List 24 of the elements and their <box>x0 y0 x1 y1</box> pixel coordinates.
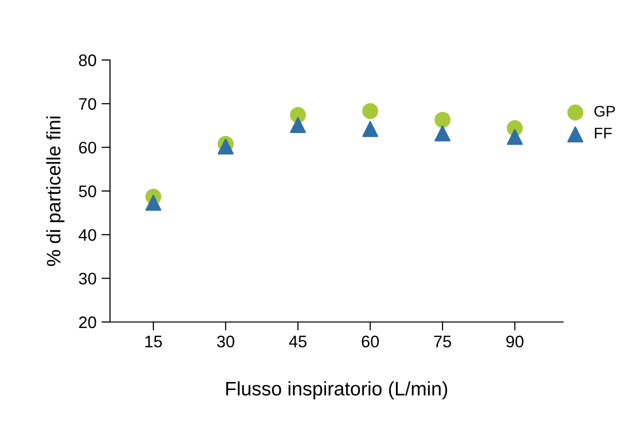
y-tick-label: 70 <box>79 98 96 110</box>
point <box>434 125 450 142</box>
point <box>145 194 162 211</box>
point <box>290 117 306 134</box>
x-axis-title: Flusso inspiratorio (L/min) <box>226 381 448 400</box>
point <box>362 121 378 137</box>
x-tick-label: 30 <box>217 336 234 348</box>
y-tick-label: 80 <box>78 54 96 66</box>
x-tick-label: 75 <box>434 336 452 348</box>
y-tick-label: 30 <box>78 272 96 285</box>
x-tick-label: 60 <box>362 336 379 348</box>
y-axis-title: % di particelle fini <box>46 116 64 266</box>
y-tick-label: 40 <box>78 229 96 241</box>
legend-label: GP <box>594 106 615 117</box>
x-tick-label: 15 <box>145 336 162 348</box>
point <box>434 112 450 128</box>
x-tick-label: 45 <box>289 336 307 348</box>
point <box>506 128 523 145</box>
x-tick-label: 90 <box>506 336 524 348</box>
point <box>362 103 378 120</box>
y-tick-label: 60 <box>79 142 96 154</box>
y-tick-label: 20 <box>79 316 96 328</box>
legend-label: FF <box>594 128 612 138</box>
y-tick-label: 50 <box>78 185 96 198</box>
